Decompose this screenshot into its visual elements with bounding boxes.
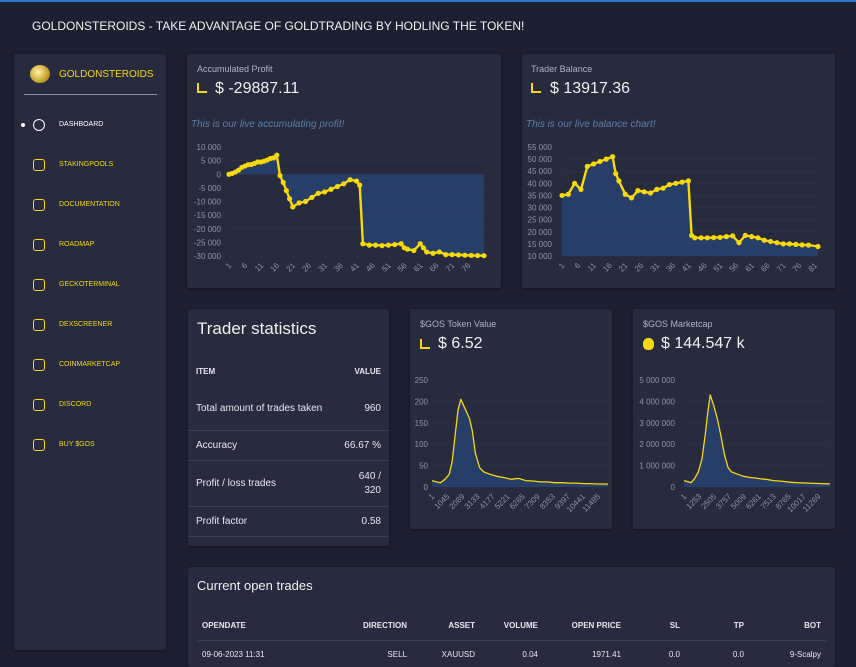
- trades-title: Current open trades: [197, 578, 313, 593]
- trade-cell: 0.0: [668, 650, 680, 659]
- trade-cell: XAUUSD: [441, 650, 475, 659]
- column-header: OPENDATE: [202, 621, 246, 630]
- icon: [33, 159, 45, 171]
- stat-value: 66.67 %: [344, 439, 381, 451]
- brand-logo: [30, 65, 50, 83]
- icon: [531, 83, 541, 93]
- icon: [33, 399, 45, 411]
- column-header: TP: [733, 621, 744, 630]
- icon: [420, 339, 430, 349]
- column-header: ITEM: [196, 366, 216, 376]
- card-subtitle: This is our live accumulating profit!: [191, 119, 345, 130]
- nav-item[interactable]: DEXSCREENER: [59, 321, 113, 328]
- trade-cell: 0.04: [522, 650, 538, 659]
- card-value: $ -29887.11: [215, 80, 300, 97]
- stats-row: Accuracy 66.67 %: [188, 431, 389, 461]
- icon: [197, 83, 207, 93]
- stat-item: Total amount of trades taken: [196, 403, 323, 414]
- nav-item[interactable]: ROADMAP: [59, 241, 95, 248]
- card-value: $ 6.52: [438, 335, 483, 352]
- card-subtitle: This is our live balance chart!: [526, 119, 656, 130]
- card-title: Trader Balance: [531, 64, 593, 74]
- icon: [643, 338, 654, 350]
- column-header: BOT: [804, 621, 821, 630]
- stats-header: ITEM VALUE: [188, 355, 389, 388]
- sidebar: [14, 54, 166, 650]
- icon: [33, 199, 45, 211]
- active-dot: [21, 123, 25, 127]
- card-title: $GOS Token Value: [420, 319, 497, 329]
- card-value: $ 13917.36: [550, 80, 631, 97]
- stats-row: Profit factor 0.58: [188, 507, 389, 537]
- nav-item[interactable]: DASHBOARD: [59, 121, 104, 128]
- column-header: VOLUME: [503, 621, 538, 630]
- header-title: GOLDONSTEROIDS - TAKE ADVANTAGE OF GOLDT…: [32, 19, 525, 33]
- row-separator: [198, 640, 826, 641]
- column-header: DIRECTION: [363, 621, 407, 630]
- trade-cell: 1971.41: [592, 650, 621, 659]
- column-header: OPEN PRICE: [571, 621, 621, 630]
- card-value: $ 144.547 k: [661, 335, 745, 352]
- icon: [33, 319, 45, 331]
- card-title: $GOS Marketcap: [643, 319, 713, 329]
- top-bar: [0, 0, 856, 2]
- icon: [33, 119, 45, 131]
- stats-row: Total amount of trades taken 960: [188, 388, 389, 431]
- stat-item: Accuracy: [196, 439, 238, 451]
- icon: [33, 239, 45, 251]
- trade-cell: 9-Scalpy: [789, 650, 821, 659]
- column-header: SL: [669, 621, 680, 630]
- trade-cell: SELL: [387, 650, 407, 659]
- stat-value: 960: [364, 403, 381, 414]
- nav-item[interactable]: BUY $GOS: [59, 441, 95, 448]
- nav-item[interactable]: DOCUMENTATION: [59, 201, 120, 208]
- nav-item[interactable]: DISCORD: [59, 401, 92, 408]
- stat-value: 640 / 320: [358, 470, 381, 496]
- column-header: VALUE: [354, 366, 381, 376]
- icon: [33, 279, 45, 291]
- column-header: ASSET: [448, 621, 475, 630]
- icon: [33, 359, 45, 371]
- nav-item[interactable]: COINMARKETCAP: [59, 361, 121, 368]
- brand[interactable]: GOLDONSTEROIDS: [59, 69, 154, 80]
- trade-cell: 09-06-2023 11:31: [202, 650, 265, 659]
- stat-item: Profit factor: [196, 515, 248, 527]
- stats-row: Profit / loss trades 640 / 320: [188, 461, 389, 507]
- nav-item[interactable]: GECKOTERMINAL: [59, 281, 120, 288]
- trades-card: [188, 567, 835, 667]
- icon: [33, 439, 45, 451]
- card-title: Accumulated Profit: [197, 64, 273, 74]
- trade-cell: 0.0: [732, 650, 744, 659]
- stat-value: 0.58: [361, 515, 381, 527]
- stat-item: Profit / loss trades: [196, 477, 277, 489]
- separator: [24, 94, 157, 95]
- nav-item[interactable]: STAKINGPOOLS: [59, 161, 114, 168]
- stats-title: Trader statistics: [197, 319, 317, 338]
